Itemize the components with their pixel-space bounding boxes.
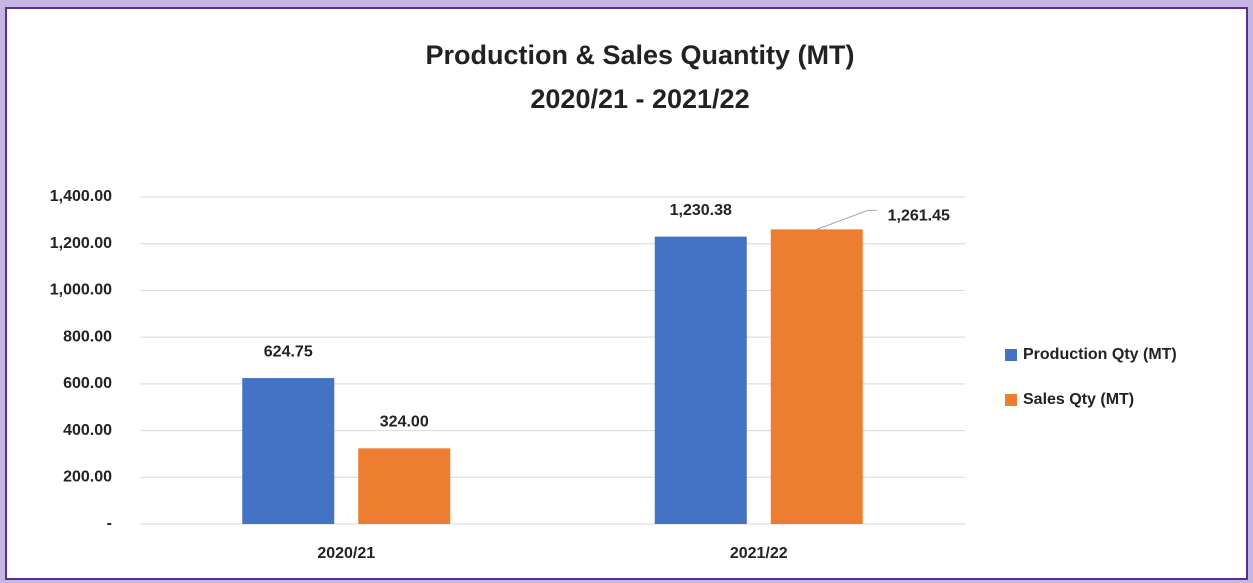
x-tick-label: 2021/22 bbox=[730, 545, 788, 562]
legend-label: Production Qty (MT) bbox=[1023, 346, 1177, 363]
bar bbox=[358, 448, 451, 524]
bar bbox=[770, 229, 863, 524]
x-tick-label: 2020/21 bbox=[317, 545, 375, 562]
legend-label: Sales Qty (MT) bbox=[1023, 391, 1134, 408]
data-label: 624.75 bbox=[264, 343, 313, 360]
bar bbox=[654, 236, 747, 524]
y-tick-label: 1,000.00 bbox=[50, 282, 112, 299]
data-label: 1,230.38 bbox=[670, 202, 732, 219]
leader-line bbox=[816, 209, 877, 230]
legend-swatch bbox=[1005, 394, 1017, 406]
data-label: 324.00 bbox=[380, 414, 429, 431]
chart-area bbox=[5, 7, 1248, 580]
data-label: 1,261.45 bbox=[888, 208, 950, 225]
y-tick-label: 200.00 bbox=[63, 469, 112, 486]
bar bbox=[242, 378, 335, 524]
y-tick-label: 600.00 bbox=[63, 375, 112, 392]
y-tick-label: 1,200.00 bbox=[50, 235, 112, 252]
chart-subtitle: 2020/21 - 2021/22 bbox=[530, 84, 749, 114]
legend-swatch bbox=[1005, 349, 1017, 361]
chart-title: Production & Sales Quantity (MT) bbox=[425, 40, 854, 70]
y-tick-label: - bbox=[107, 515, 112, 532]
y-tick-label: 800.00 bbox=[63, 328, 112, 345]
y-tick-label: 1,400.00 bbox=[50, 188, 112, 205]
y-tick-label: 400.00 bbox=[63, 422, 112, 439]
